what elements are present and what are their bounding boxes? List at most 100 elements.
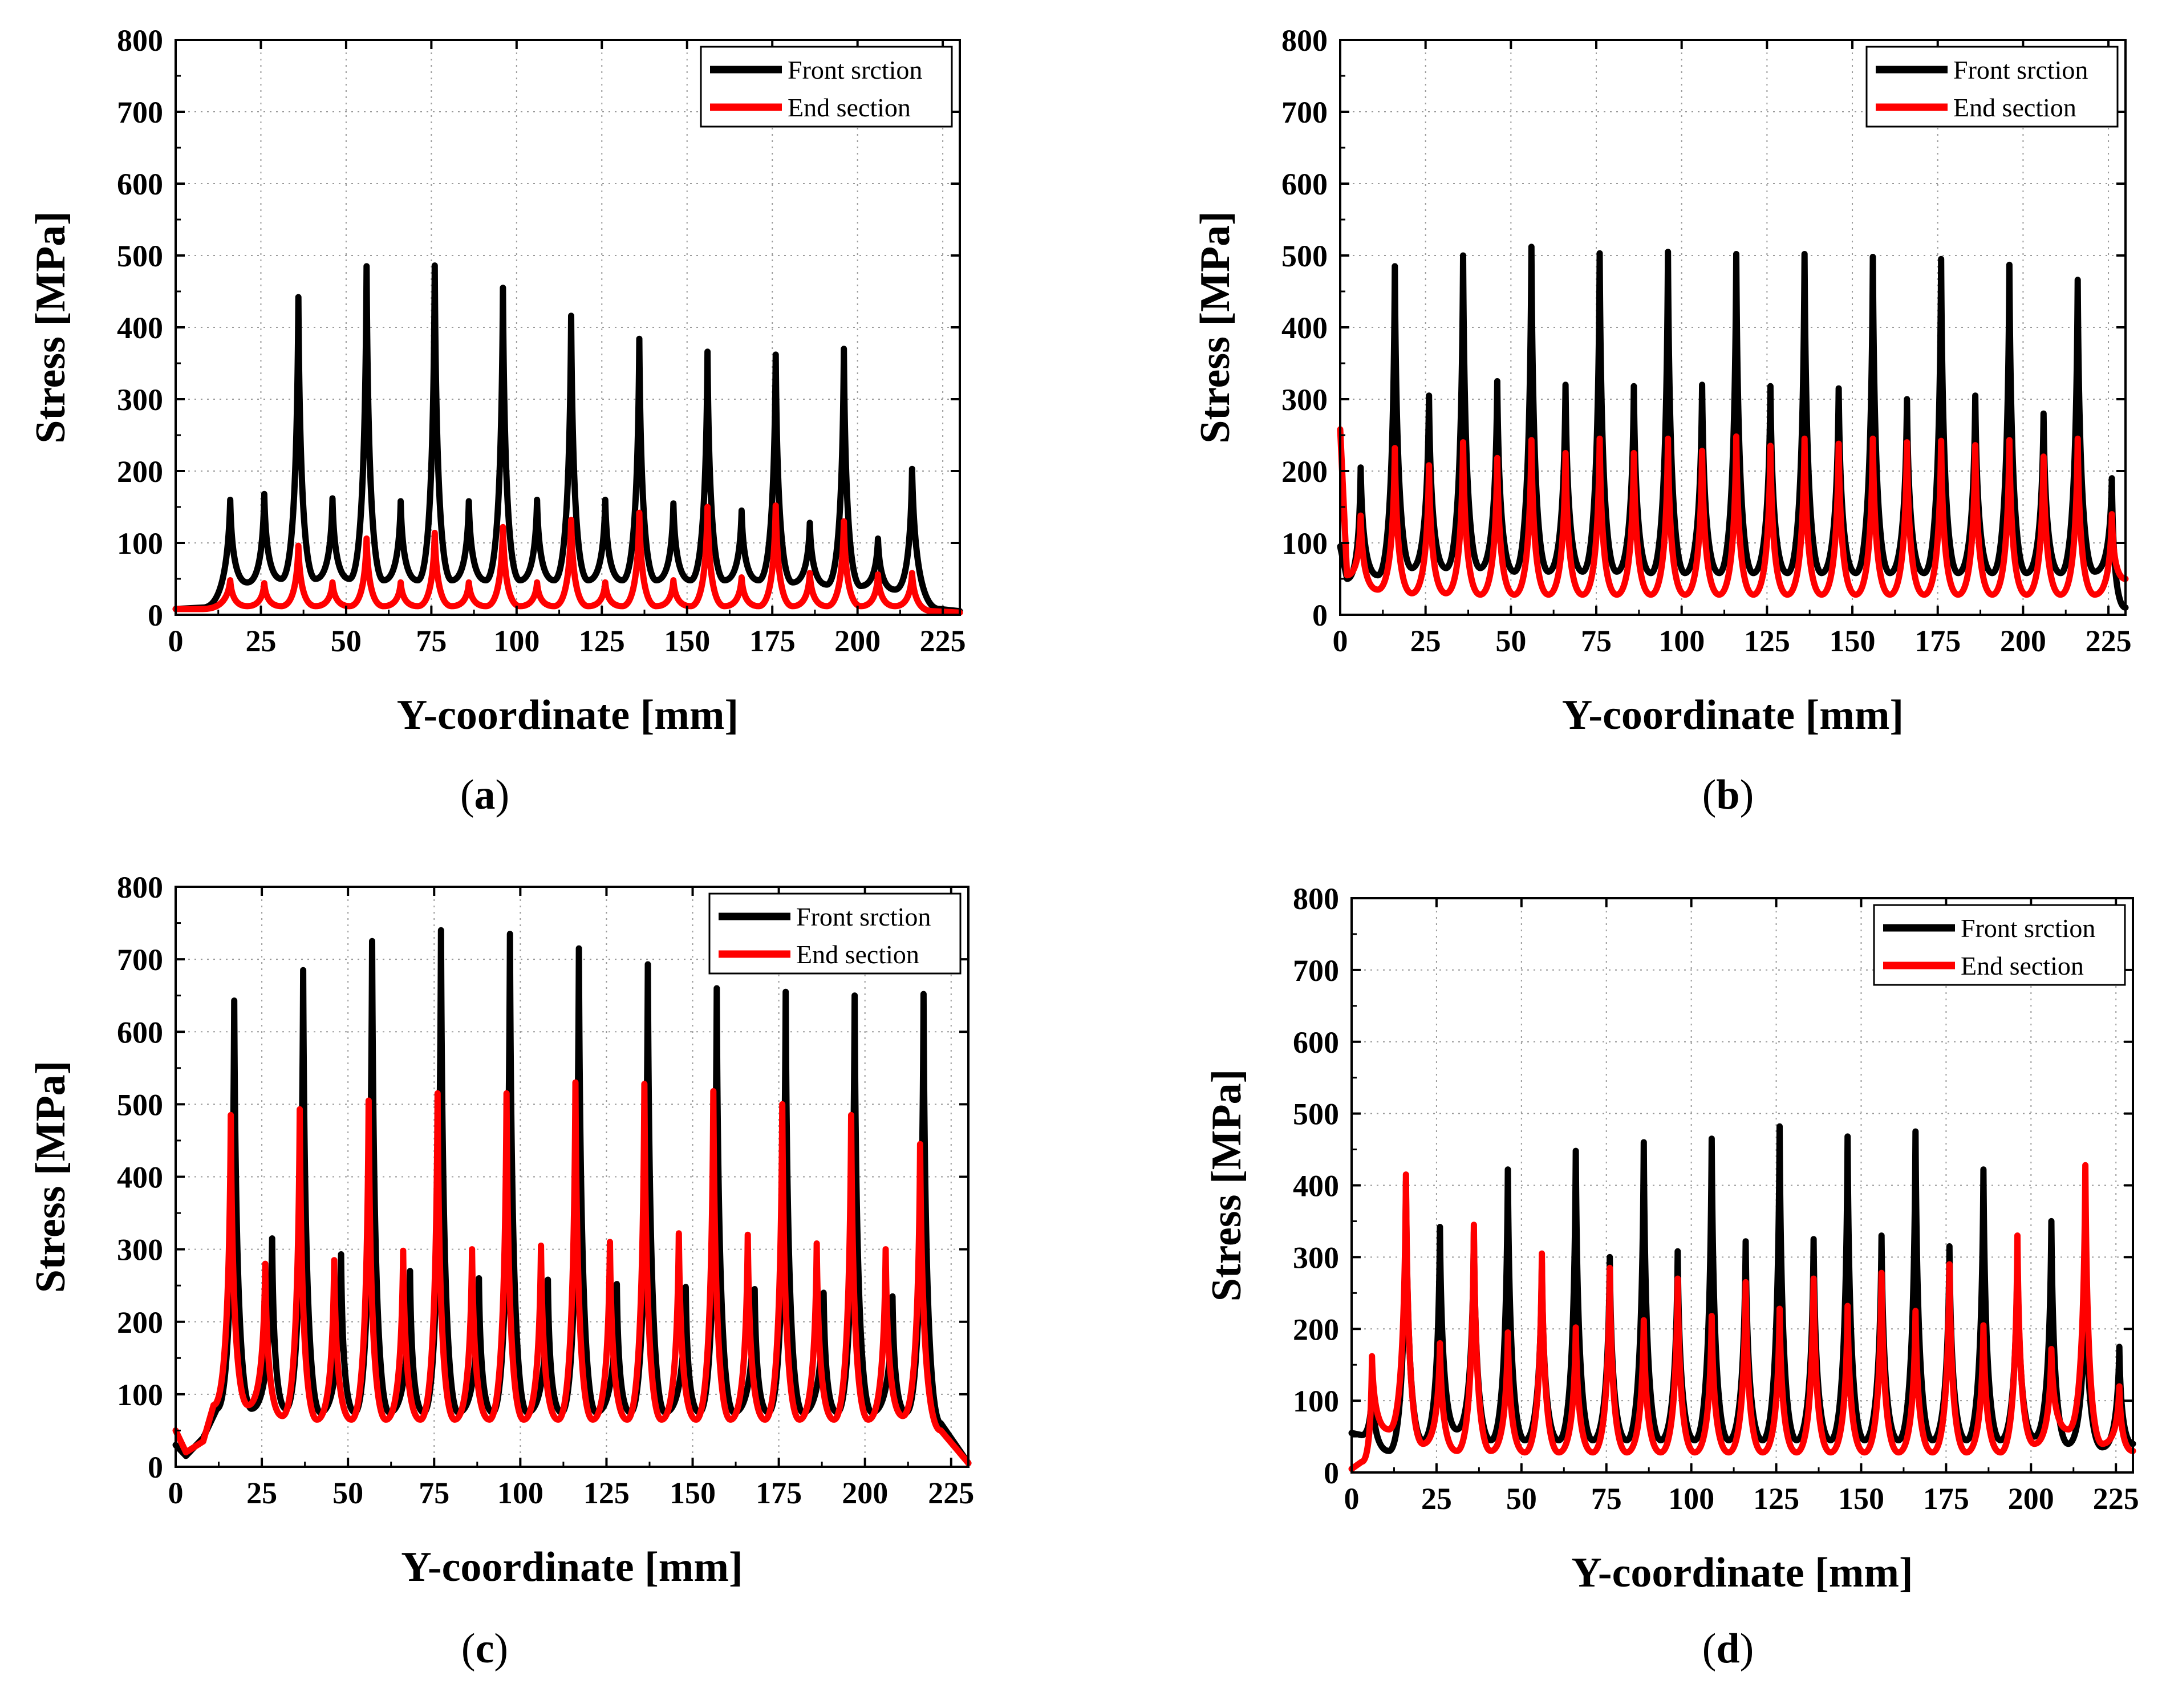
- y-tick-label: 200: [1293, 1312, 1339, 1346]
- y-tick-label: 600: [1281, 167, 1328, 201]
- chart-panel-d: 0 25 50 75 100 125 150 175 200 225 0 100 200 300 400 50…: [1203, 882, 2139, 1672]
- y-axis-title: Stress [MPa]: [1203, 1069, 1250, 1302]
- x-tick-label: 175: [1923, 1482, 1969, 1516]
- legend-box: [700, 46, 953, 128]
- y-tick-label: 300: [117, 1233, 163, 1267]
- y-tick-label: 700: [117, 943, 163, 977]
- x-tick-label: 175: [749, 624, 796, 658]
- y-tick-label: 600: [117, 167, 163, 201]
- y-tick-label: 400: [1293, 1169, 1339, 1203]
- x-tick-label: 25: [245, 624, 276, 658]
- panel-caption: (a): [460, 772, 509, 818]
- x-tick-label: 175: [756, 1476, 802, 1510]
- x-tick-label: 100: [497, 1476, 543, 1510]
- x-tick-label: 0: [1344, 1482, 1360, 1516]
- panel-caption: (b): [1702, 772, 1754, 818]
- x-tick-label: 25: [1421, 1482, 1452, 1516]
- x-tick-label: 50: [331, 624, 362, 658]
- x-tick-label: 225: [920, 624, 966, 658]
- x-tick-label: 175: [1914, 624, 1961, 658]
- x-tick-label: 75: [419, 1476, 449, 1510]
- x-tick-label: 50: [1495, 624, 1526, 658]
- series-line-end: [1348, 1162, 2136, 1472]
- y-tick-label: 0: [148, 598, 163, 632]
- y-tick-label: 500: [117, 239, 163, 273]
- x-tick-label: 125: [583, 1476, 630, 1510]
- x-tick-label: 75: [1581, 624, 1612, 658]
- legend-label-front: Front srction: [796, 902, 931, 931]
- panel-caption-letter: a: [474, 772, 496, 818]
- x-tick-label: 125: [579, 624, 625, 658]
- chart-panel-b: 0 25 50 75 100 125 150 175 200 225 0 100 200 300 400 50…: [1192, 23, 2132, 818]
- x-tick-label: 100: [493, 624, 540, 658]
- x-axis-title: Y-coordinate [mm]: [1562, 692, 1904, 739]
- x-tick-label: 150: [1838, 1482, 1884, 1516]
- y-tick-label: 600: [1293, 1025, 1339, 1060]
- x-tick-label: 75: [1591, 1482, 1622, 1516]
- series-line-front: [1348, 1123, 2136, 1454]
- x-tick-label: 200: [834, 624, 881, 658]
- y-tick-label: 0: [1312, 598, 1328, 632]
- legend-label-end: End section: [788, 93, 911, 122]
- y-tick-label: 200: [117, 455, 163, 489]
- legend-box: [1873, 904, 2126, 986]
- series-line-end: [172, 1079, 972, 1467]
- x-tick-label: 50: [1506, 1482, 1537, 1516]
- y-tick-label: 500: [1281, 239, 1328, 273]
- y-tick-label: 300: [1281, 383, 1328, 417]
- y-tick-label: 800: [117, 870, 163, 904]
- series-line-front: [1337, 244, 2129, 611]
- y-tick-label: 200: [1281, 455, 1328, 489]
- x-tick-label: 225: [2086, 624, 2132, 658]
- legend-box: [708, 892, 962, 975]
- legend: Front srction End section: [1865, 46, 2119, 128]
- legend-label-end: End section: [796, 940, 919, 969]
- legend-label-front: Front srction: [1953, 55, 2088, 84]
- x-tick-label: 25: [1410, 624, 1441, 658]
- x-tick-label: 0: [168, 624, 184, 658]
- legend-box: [1865, 46, 2119, 128]
- x-tick-label: 150: [664, 624, 710, 658]
- legend: Front srction End section: [708, 892, 962, 975]
- y-tick-label: 400: [1281, 311, 1328, 345]
- y-axis-title: Stress [MPa]: [1192, 211, 1239, 444]
- y-tick-label: 500: [1293, 1097, 1339, 1131]
- panels-group: 0 25 50 75 100 125 150 175 200 225 0 100 200 300 400 50…: [27, 23, 2139, 1672]
- legend: Front srction End section: [700, 46, 953, 128]
- x-tick-label: 75: [416, 624, 447, 658]
- series-line-end: [1337, 426, 2129, 598]
- x-tick-label: 150: [1830, 624, 1876, 658]
- x-axis-title: Y-coordinate [mm]: [397, 692, 739, 739]
- x-tick-label: 200: [842, 1476, 888, 1510]
- x-tick-label: 100: [1658, 624, 1705, 658]
- panel-caption: (c): [461, 1625, 508, 1672]
- y-tick-label: 100: [1281, 526, 1328, 561]
- series-line-front: [172, 262, 963, 615]
- chart-panel-c: 0 25 50 75 100 125 150 175 200 225 0 100 200 300 400 50…: [27, 870, 974, 1672]
- series-line-end: [172, 502, 963, 616]
- x-tick-label: 225: [2093, 1482, 2139, 1516]
- y-tick-label: 0: [148, 1450, 163, 1484]
- panel-caption: (d): [1702, 1625, 1754, 1672]
- y-tick-label: 100: [1293, 1384, 1339, 1418]
- x-tick-label: 125: [1744, 624, 1790, 658]
- y-tick-label: 700: [117, 95, 163, 129]
- y-tick-label: 100: [117, 526, 163, 561]
- x-tick-label: 25: [246, 1476, 277, 1510]
- legend-label-front: Front srction: [788, 55, 922, 84]
- panel-caption-letter: b: [1716, 772, 1739, 818]
- y-tick-label: 100: [117, 1378, 163, 1412]
- x-tick-label: 125: [1753, 1482, 1799, 1516]
- y-tick-label: 800: [1293, 882, 1339, 916]
- x-tick-label: 0: [1333, 624, 1348, 658]
- x-tick-label: 0: [168, 1476, 184, 1510]
- legend-label-front: Front srction: [1961, 914, 2095, 943]
- x-tick-label: 200: [2000, 624, 2046, 658]
- y-tick-label: 0: [1324, 1456, 1339, 1490]
- y-tick-label: 500: [117, 1088, 163, 1122]
- legend-label-end: End section: [1961, 951, 2084, 980]
- legend: Front srction End section: [1873, 904, 2126, 986]
- y-axis-title: Stress [MPa]: [27, 1061, 74, 1293]
- x-tick-label: 225: [928, 1476, 974, 1510]
